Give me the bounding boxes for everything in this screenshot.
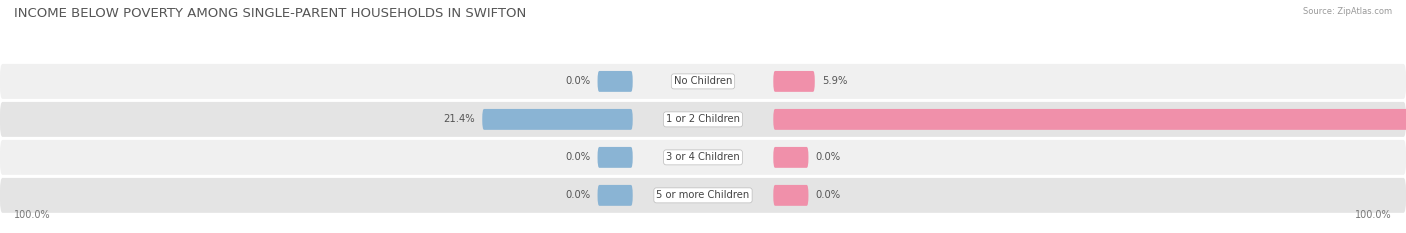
FancyBboxPatch shape [773, 71, 815, 92]
FancyBboxPatch shape [598, 71, 633, 92]
FancyBboxPatch shape [0, 102, 1406, 137]
Text: 0.0%: 0.0% [565, 152, 591, 162]
FancyBboxPatch shape [482, 109, 633, 130]
Text: 0.0%: 0.0% [565, 76, 591, 86]
FancyBboxPatch shape [773, 147, 808, 168]
FancyBboxPatch shape [773, 109, 1406, 130]
Text: 0.0%: 0.0% [565, 190, 591, 200]
FancyBboxPatch shape [0, 178, 1406, 213]
Text: Source: ZipAtlas.com: Source: ZipAtlas.com [1303, 7, 1392, 16]
FancyBboxPatch shape [0, 64, 1406, 99]
Text: 21.4%: 21.4% [444, 114, 475, 124]
Text: 5 or more Children: 5 or more Children [657, 190, 749, 200]
FancyBboxPatch shape [598, 185, 633, 206]
Text: No Children: No Children [673, 76, 733, 86]
Text: 100.0%: 100.0% [14, 210, 51, 220]
Text: 0.0%: 0.0% [815, 190, 841, 200]
Text: 1 or 2 Children: 1 or 2 Children [666, 114, 740, 124]
Text: INCOME BELOW POVERTY AMONG SINGLE-PARENT HOUSEHOLDS IN SWIFTON: INCOME BELOW POVERTY AMONG SINGLE-PARENT… [14, 7, 526, 20]
FancyBboxPatch shape [598, 147, 633, 168]
FancyBboxPatch shape [773, 185, 808, 206]
Text: 100.0%: 100.0% [1355, 210, 1392, 220]
FancyBboxPatch shape [0, 140, 1406, 175]
Text: 0.0%: 0.0% [815, 152, 841, 162]
Text: 5.9%: 5.9% [821, 76, 848, 86]
Text: 3 or 4 Children: 3 or 4 Children [666, 152, 740, 162]
